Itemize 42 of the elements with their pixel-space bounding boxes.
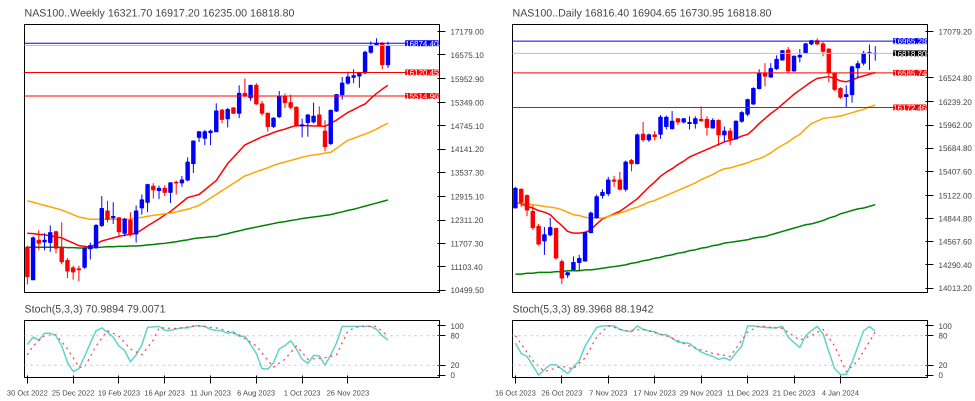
- y-tick-label: 14567.60: [938, 238, 972, 247]
- y-tick-label: 16575.10: [450, 50, 484, 60]
- ref-line-label: 16818.80: [893, 49, 928, 58]
- chart-title: NAS100..Weekly 16321.70 16917.20 16235.00 16818.80: [24, 8, 295, 20]
- chart-title: NAS100..Daily 16816.40 16904.65 16730.95 16818.80: [512, 8, 772, 20]
- ref-line-label: 16965.28: [893, 37, 928, 46]
- y-tick-label: 100: [450, 322, 464, 331]
- ref-line-label: 15514.96: [405, 92, 440, 101]
- y-tick-label: 16524.80: [938, 74, 972, 83]
- y-tick-label: 0: [938, 371, 944, 380]
- chart-title: Stoch(5,3,3) 89.3968 88.1942: [512, 304, 654, 316]
- ref-line-label: 16585.74: [893, 68, 928, 78]
- y-tick-label: 100: [938, 322, 952, 331]
- y-tick-label: 80: [938, 332, 948, 341]
- y-tick-label: 15684.80: [938, 144, 972, 154]
- ref-line-label: 16874.40: [405, 39, 440, 48]
- y-tick-label: 14141.20: [450, 145, 484, 154]
- y-tick-label: 14745.10: [450, 122, 484, 131]
- y-tick-label: 10499.50: [450, 286, 484, 296]
- y-tick-label: 13537.30: [450, 168, 484, 178]
- y-tick-label: 15952.90: [450, 74, 484, 84]
- ref-line-label: 16120.45: [405, 68, 440, 78]
- y-tick-label: 14844.80: [938, 214, 972, 224]
- y-tick-label: 17179.00: [450, 28, 484, 37]
- y-tick-label: 15962.00: [938, 121, 972, 130]
- y-tick-label: 20: [938, 361, 948, 370]
- y-tick-label: 11103.40: [450, 262, 484, 272]
- y-tick-label: 14290.40: [938, 260, 972, 270]
- y-tick-label: 11707.30: [450, 239, 484, 248]
- y-tick-label: 0: [450, 371, 456, 380]
- y-tick-label: 15349.00: [450, 98, 484, 108]
- y-tick-label: 15407.60: [938, 167, 972, 176]
- chart-title: Stoch(5,3,3) 70.9894 79.0071: [24, 304, 166, 316]
- y-tick-label: 20: [450, 361, 460, 370]
- y-tick-label: 16239.20: [938, 98, 972, 107]
- y-tick-label: 15122.00: [938, 191, 972, 200]
- y-tick-label: 14013.20: [938, 284, 972, 294]
- y-tick-label: 80: [450, 332, 460, 341]
- ref-line-label: 16172.46: [893, 103, 928, 112]
- y-tick-label: 12915.10: [450, 192, 484, 202]
- y-tick-label: 12311.20: [450, 216, 484, 226]
- y-tick-label: 17079.20: [938, 28, 972, 37]
